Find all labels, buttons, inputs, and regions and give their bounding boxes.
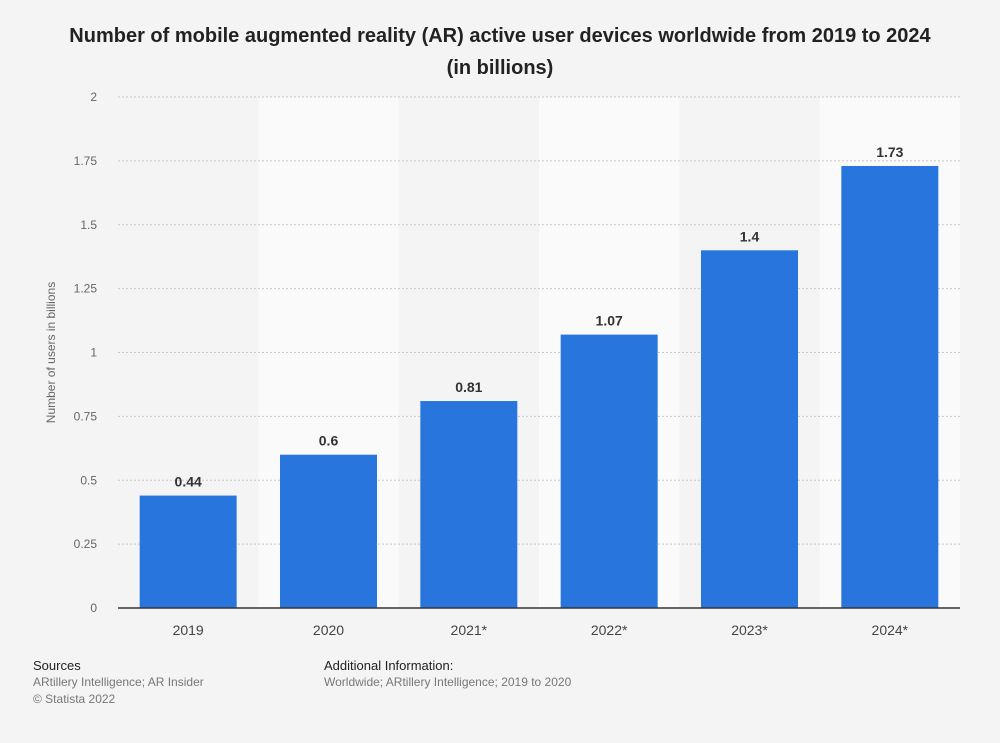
x-tick-label: 2019 (173, 622, 204, 638)
bar (420, 401, 518, 608)
y-axis-label: Number of users in billions (44, 282, 58, 423)
y-tick-label: 1.25 (74, 282, 98, 296)
y-tick-label: 1.5 (80, 218, 97, 232)
data-label: 1.73 (876, 144, 903, 160)
x-tick-label: 2021* (451, 622, 488, 638)
x-tick-label: 2023* (731, 622, 768, 638)
chart-title: Number of mobile augmented reality (AR) … (69, 25, 931, 79)
x-tick-label: 2022* (591, 622, 628, 638)
data-label: 0.6 (319, 433, 339, 449)
data-label: 0.44 (175, 474, 202, 490)
bar (560, 334, 658, 608)
bar (841, 165, 939, 609)
additional-info-text: Worldwide; ARtillery Intelligence; 2019 … (324, 675, 572, 689)
bar (280, 454, 377, 608)
sources-line-2: © Statista 2022 (33, 692, 116, 706)
data-label: 1.4 (740, 228, 760, 244)
bar (139, 495, 237, 608)
data-label: 0.81 (455, 379, 482, 395)
additional-info-block: Additional Information: Worldwide; ARtil… (324, 657, 571, 691)
y-tick-label: 0 (90, 601, 97, 615)
sources-heading: Sources (33, 658, 81, 673)
additional-info-heading: Additional Information: (324, 658, 454, 673)
data-label: 1.07 (596, 313, 623, 329)
y-tick-label: 0.25 (74, 537, 98, 551)
y-tick-label: 1.75 (74, 154, 98, 168)
x-tick-label: 2024* (872, 622, 909, 638)
y-tick-label: 0.75 (74, 409, 98, 423)
y-tick-label: 0.5 (80, 473, 97, 487)
sources-line-1[interactable]: ARtillery Intelligence; AR Insider (33, 675, 204, 689)
sources-block: Sources ARtillery Intelligence; AR Insid… (33, 657, 204, 708)
bar (701, 250, 798, 609)
x-tick-label: 2020 (313, 622, 344, 638)
y-tick-label: 2 (90, 90, 97, 104)
y-tick-label: 1 (90, 346, 97, 360)
